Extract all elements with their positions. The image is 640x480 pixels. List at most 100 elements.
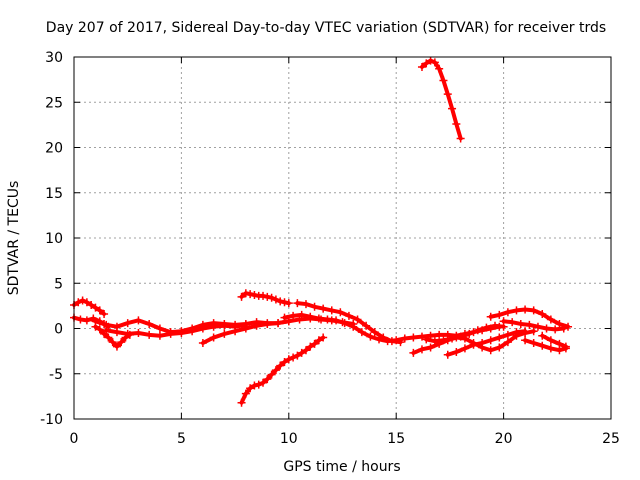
data-point xyxy=(503,338,512,347)
data-point xyxy=(78,296,87,305)
series-trace xyxy=(540,333,568,349)
data-point xyxy=(276,297,285,306)
series-arc-n xyxy=(443,327,530,359)
data-point xyxy=(362,321,371,330)
data-point xyxy=(559,324,568,333)
y-tick-label: 15 xyxy=(45,186,63,202)
data-point xyxy=(516,319,525,328)
data-point xyxy=(246,290,255,299)
data-point xyxy=(508,318,517,327)
data-point xyxy=(409,348,418,357)
series-trace xyxy=(445,329,528,357)
data-point xyxy=(123,319,132,328)
data-point xyxy=(314,336,323,345)
data-point xyxy=(370,328,379,337)
data-point xyxy=(220,329,229,338)
data-point xyxy=(417,332,426,341)
series-arc-h xyxy=(237,289,293,308)
data-point xyxy=(379,333,388,342)
series-arc-f xyxy=(198,317,293,347)
data-point xyxy=(293,299,302,308)
x-tick-label: 20 xyxy=(495,431,513,447)
y-tick-label: -10 xyxy=(40,412,63,428)
y-tick-label: 25 xyxy=(45,95,63,111)
data-point xyxy=(241,324,250,333)
data-point xyxy=(306,312,315,321)
data-point xyxy=(503,330,512,339)
x-axis-label: GPS time / hours xyxy=(283,459,400,475)
data-point xyxy=(542,324,551,333)
data-point xyxy=(546,344,555,353)
data-point xyxy=(267,370,276,379)
data-point xyxy=(400,334,409,343)
data-point xyxy=(486,346,495,355)
data-point xyxy=(439,336,448,345)
data-point xyxy=(271,366,280,375)
data-point xyxy=(448,334,457,343)
data-point xyxy=(452,119,461,128)
data-point xyxy=(284,355,293,364)
data-point xyxy=(430,337,439,346)
data-point xyxy=(319,304,328,313)
data-point xyxy=(469,340,478,349)
data-point xyxy=(426,343,435,352)
x-tick-label: 5 xyxy=(177,431,186,447)
series-arc-o xyxy=(486,305,573,331)
chart-title: Day 207 of 2017, Sidereal Day-to-day VTE… xyxy=(46,20,606,36)
data-point xyxy=(280,313,289,322)
data-point xyxy=(529,327,538,336)
y-tick-label: 10 xyxy=(45,231,63,247)
series-arc-e xyxy=(102,320,250,340)
data-point xyxy=(332,316,341,325)
data-point xyxy=(284,299,293,308)
data-point xyxy=(486,312,495,321)
data-point xyxy=(198,324,207,333)
data-point xyxy=(456,134,465,143)
data-point xyxy=(439,76,448,85)
data-point xyxy=(546,315,555,324)
data-point xyxy=(100,310,109,319)
data-point xyxy=(521,327,530,336)
data-point xyxy=(525,320,534,329)
data-point xyxy=(452,348,461,357)
data-point xyxy=(465,329,474,338)
data-point xyxy=(533,322,542,331)
data-point xyxy=(145,319,154,328)
data-point xyxy=(435,330,444,339)
data-point xyxy=(237,398,246,407)
data-point xyxy=(267,293,276,302)
data-point xyxy=(546,336,555,345)
data-point xyxy=(473,326,482,335)
data-point xyxy=(263,375,272,384)
series-arc-j xyxy=(293,299,405,347)
data-point xyxy=(91,317,100,326)
data-point xyxy=(76,315,85,324)
data-point xyxy=(241,389,250,398)
data-point xyxy=(209,322,218,331)
series-trace xyxy=(424,323,506,344)
data-point xyxy=(108,338,117,347)
data-point xyxy=(102,326,111,335)
data-series xyxy=(70,56,573,407)
data-point xyxy=(314,314,323,323)
data-point xyxy=(323,315,332,324)
series-trace xyxy=(419,58,463,141)
data-point xyxy=(297,348,306,357)
data-point xyxy=(155,331,164,340)
data-point xyxy=(134,329,143,338)
y-tick-label: 0 xyxy=(54,322,63,338)
data-point xyxy=(327,306,336,315)
data-point xyxy=(426,56,435,65)
data-point xyxy=(555,339,564,348)
data-point xyxy=(231,327,240,336)
data-point xyxy=(293,351,302,360)
data-point xyxy=(104,333,113,342)
data-point xyxy=(82,298,91,307)
data-point xyxy=(503,308,512,317)
data-point xyxy=(209,333,218,342)
data-point xyxy=(289,311,298,320)
data-point xyxy=(166,329,175,338)
data-point xyxy=(538,310,547,319)
data-point xyxy=(443,90,452,99)
series-arc-m xyxy=(422,321,508,346)
